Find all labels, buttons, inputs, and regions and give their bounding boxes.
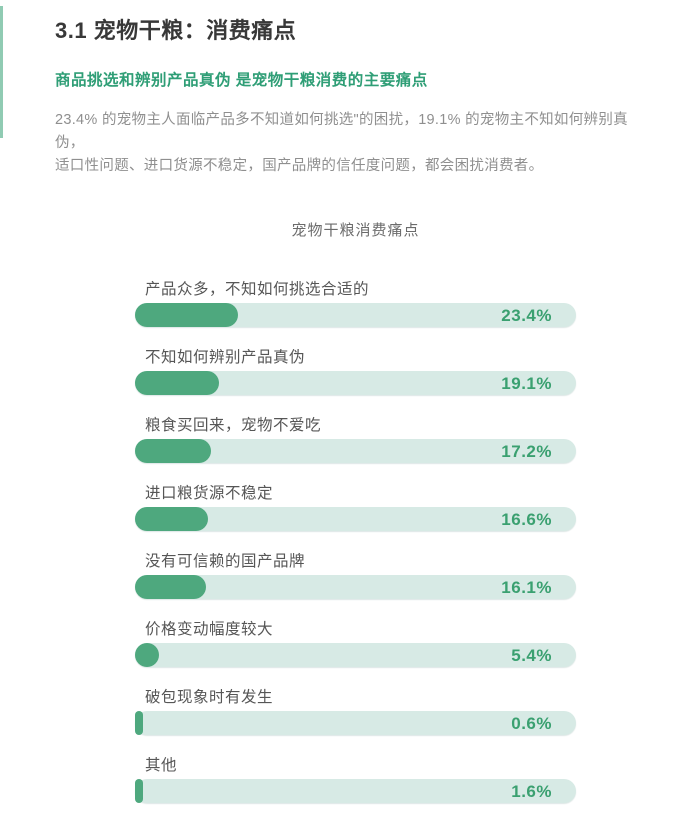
bar-track: 1.6%: [135, 779, 576, 803]
bar-fill: [135, 439, 211, 463]
pain-point-row: 价格变动幅度较大 5.4%: [135, 620, 576, 688]
bar-fill: [135, 779, 143, 803]
pain-point-row: 粮食买回来，宠物不爱吃 17.2%: [135, 416, 576, 484]
pain-point-row: 没有可信赖的国产品牌 16.1%: [135, 552, 576, 620]
section-accent-line: [0, 6, 3, 138]
section-subtitle: 商品挑选和辨别产品真伪 是宠物干粮消费的主要痛点: [55, 72, 428, 89]
pain-point-label: 价格变动幅度较大: [145, 621, 274, 638]
pain-point-label: 不知如何辨别产品真伪: [145, 349, 306, 366]
body-line-1: 23.4% 的宠物主人面临产品多不知道如何挑选"的困扰，19.1% 的宠物主不知…: [55, 112, 628, 152]
bar-fill: [135, 371, 220, 395]
header-section: 3.1 宠物干粮：消费痛点 商品挑选和辨别产品真伪 是宠物干粮消费的主要痛点 2…: [55, 13, 640, 179]
bar-track: 16.6%: [135, 507, 576, 531]
pain-point-label: 没有可信赖的国产品牌: [145, 553, 306, 570]
body-line-2: 适口性问题、进口货源不稳定，国产品牌的信任度问题，都会困扰消费者。: [55, 158, 544, 175]
pain-point-row: 进口粮货源不稳定 16.6%: [135, 484, 576, 552]
bar-fill: [135, 711, 143, 735]
chart-title: 宠物干粮消费痛点: [291, 222, 420, 239]
bar-value-label: 17.2%: [501, 442, 552, 461]
bar-track: 19.1%: [135, 371, 576, 395]
pain-point-row: 破包现象时有发生 0.6%: [135, 688, 576, 756]
page-title: 3.1 宠物干粮：消费痛点: [55, 18, 297, 43]
bar-value-label: 16.6%: [501, 510, 552, 529]
pain-point-row: 产品众多，不知如何挑选合适的 23.4%: [135, 280, 576, 348]
bar-value-label: 23.4%: [501, 306, 552, 325]
bar-track: 5.4%: [135, 643, 576, 667]
bar-fill: [135, 575, 206, 599]
bar-fill: [135, 303, 239, 327]
pain-point-label: 进口粮货源不稳定: [145, 485, 274, 502]
bar-track: 23.4%: [135, 303, 576, 327]
pain-point-label: 破包现象时有发生: [145, 689, 274, 706]
bar-fill: [135, 507, 209, 531]
bar-value-label: 5.4%: [511, 646, 552, 665]
bar-track: 0.6%: [135, 711, 576, 735]
pain-point-label: 其他: [145, 757, 178, 774]
bar-track: 16.1%: [135, 575, 576, 599]
bar-value-label: 19.1%: [501, 374, 552, 393]
pain-point-label: 粮食买回来，宠物不爱吃: [145, 417, 322, 434]
pain-point-label: 产品众多，不知如何挑选合适的: [145, 281, 370, 298]
bar-fill: [135, 643, 159, 667]
bar-track: 17.2%: [135, 439, 576, 463]
bar-value-label: 1.6%: [511, 782, 552, 801]
bar-value-label: 0.6%: [511, 714, 552, 733]
body-paragraph: 23.4% 的宠物主人面临产品多不知道如何挑选"的困扰，19.1% 的宠物主不知…: [55, 109, 640, 179]
bar-chart: 产品众多，不知如何挑选合适的 23.4% 不知如何辨别产品真伪 19.1% 粮食…: [135, 280, 576, 824]
bar-value-label: 16.1%: [501, 578, 552, 597]
pain-point-row: 不知如何辨别产品真伪 19.1%: [135, 348, 576, 416]
pain-point-row: 其他 1.6%: [135, 756, 576, 824]
